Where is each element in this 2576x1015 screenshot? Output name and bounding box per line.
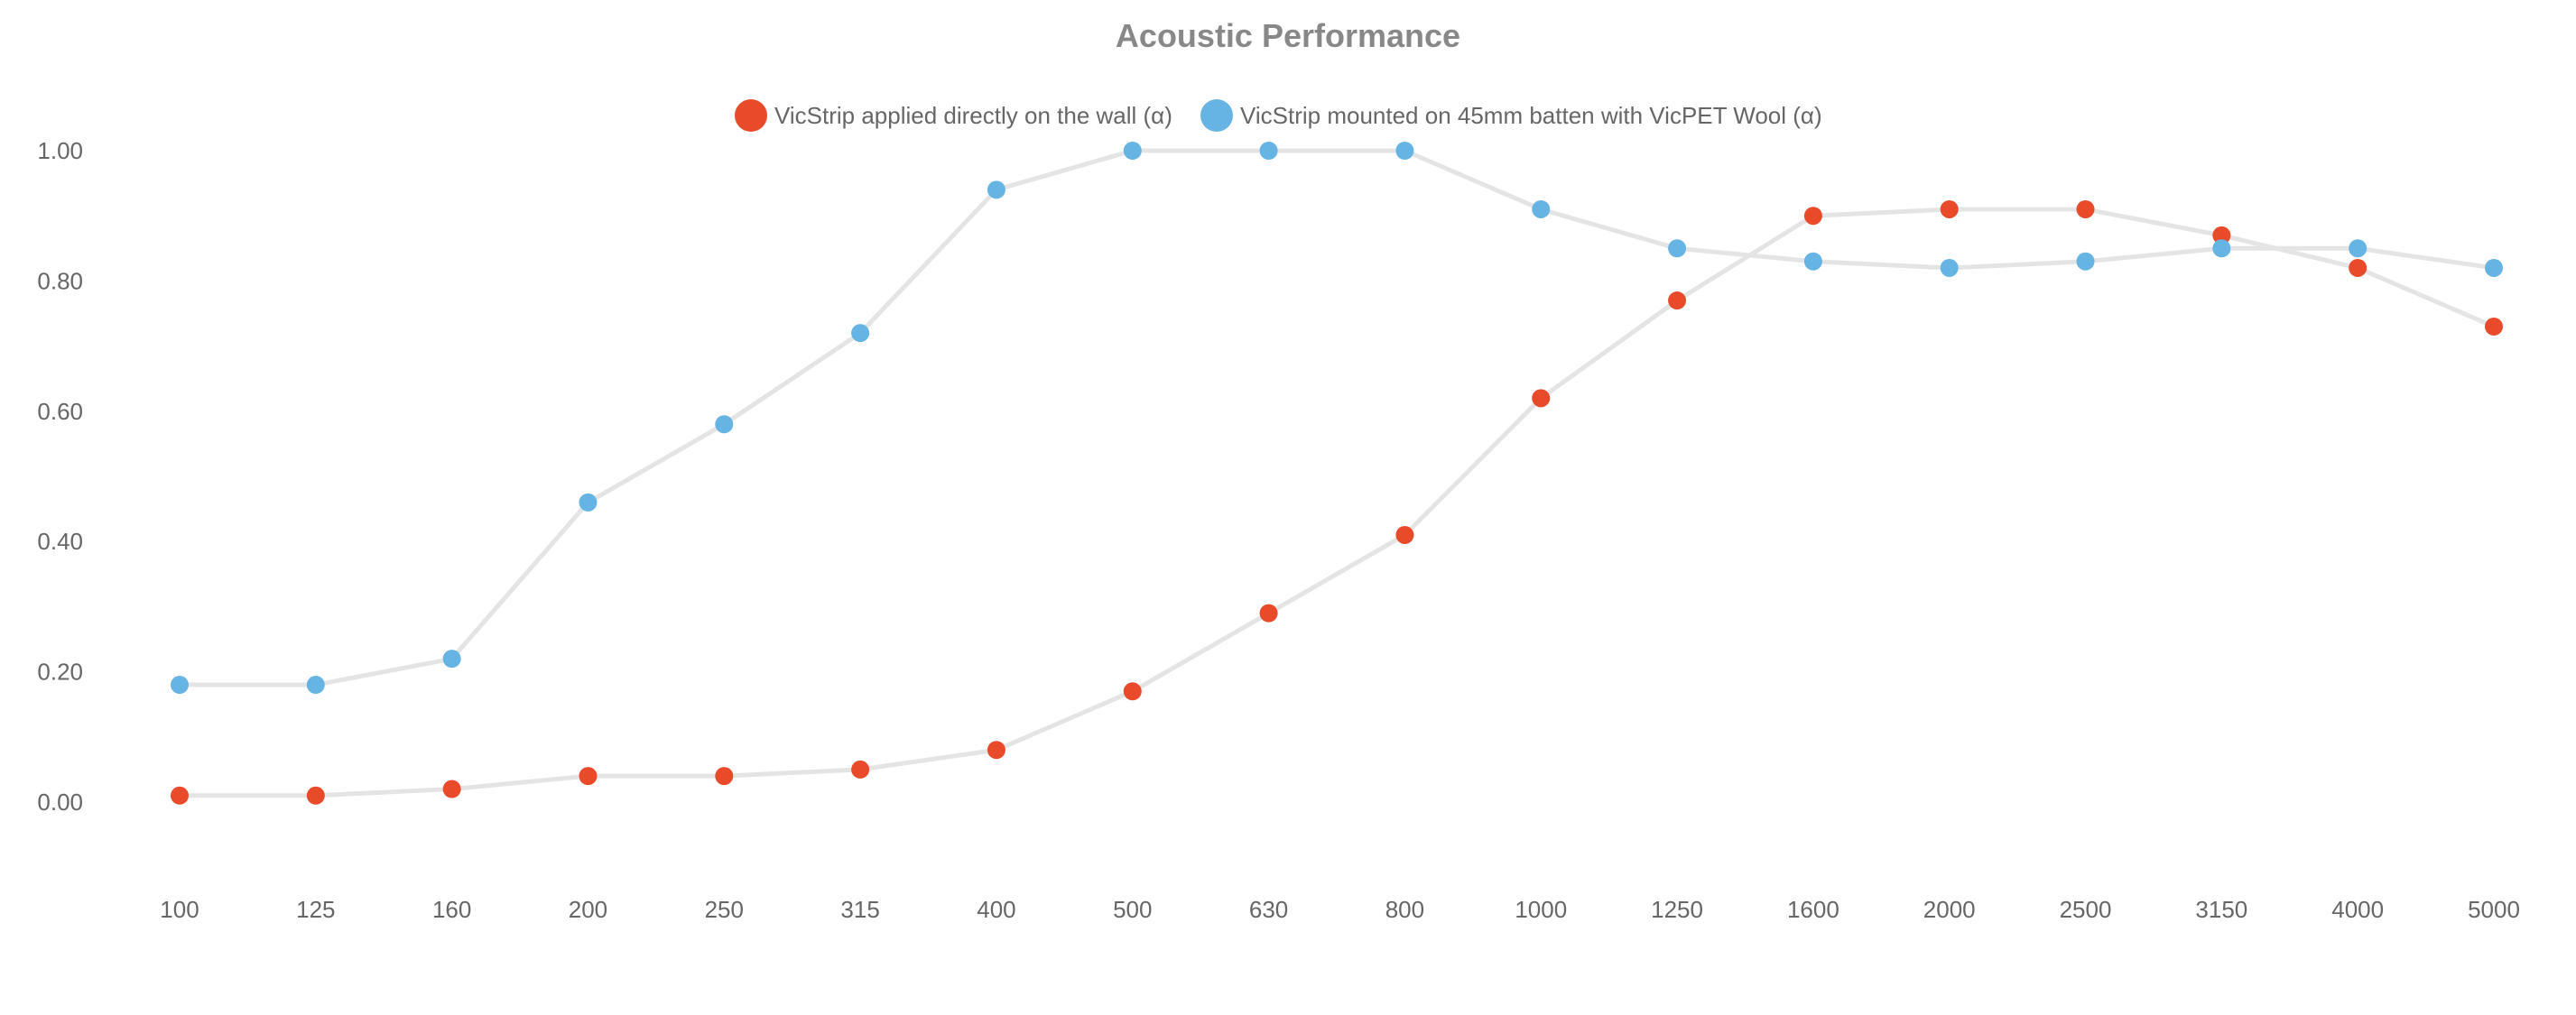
- x-tick-label: 500: [1113, 896, 1152, 923]
- x-tick-label: 5000: [2468, 896, 2520, 923]
- y-tick-label: 0.60: [37, 398, 83, 425]
- x-tick-label: 125: [296, 896, 335, 923]
- data-point-series-2[interactable]: [2485, 258, 2503, 277]
- data-point-series-2[interactable]: [715, 415, 734, 434]
- x-tick-label: 1250: [1651, 896, 1703, 923]
- data-point-series-2[interactable]: [1395, 142, 1414, 160]
- data-point-series-1[interactable]: [851, 760, 870, 779]
- data-point-series-1[interactable]: [715, 767, 734, 786]
- legend-label: VicStrip mounted on 45mm batten with Vic…: [1240, 102, 1822, 129]
- data-point-series-1[interactable]: [1532, 389, 1551, 408]
- series-line-1: [177, 207, 2497, 798]
- x-tick-label: 250: [705, 896, 744, 923]
- data-point-series-2[interactable]: [306, 676, 325, 695]
- x-tick-label: 315: [840, 896, 879, 923]
- data-point-series-2[interactable]: [2076, 252, 2095, 271]
- chart-title: Acoustic Performance: [1116, 17, 1460, 54]
- data-point-series-2[interactable]: [442, 650, 461, 669]
- data-point-series-1[interactable]: [2076, 199, 2095, 218]
- x-tick-label: 2000: [1923, 896, 1976, 923]
- data-point-series-2[interactable]: [1123, 142, 1142, 160]
- y-tick-label: 0.40: [37, 528, 83, 555]
- data-point-series-2[interactable]: [1259, 142, 1278, 160]
- data-point-series-1[interactable]: [442, 780, 461, 798]
- y-tick-label: 1.00: [37, 137, 83, 164]
- data-point-series-1[interactable]: [2349, 258, 2368, 277]
- y-axis: 1.00 0.80 0.60 0.40 0.20 0.00: [37, 137, 83, 816]
- x-tick-label: 1600: [1787, 896, 1839, 923]
- x-tick-label: 630: [1249, 896, 1288, 923]
- x-tick-label: 4000: [2331, 896, 2384, 923]
- legend-marker-icon: [735, 99, 767, 132]
- data-point-series-1[interactable]: [579, 767, 598, 786]
- data-point-series-2[interactable]: [1940, 258, 1959, 277]
- y-tick-label: 0.00: [37, 789, 83, 816]
- y-tick-label: 0.80: [37, 267, 83, 294]
- data-point-series-1[interactable]: [2212, 226, 2231, 245]
- data-point-series-2[interactable]: [1803, 252, 1822, 271]
- data-point-series-2[interactable]: [987, 180, 1005, 199]
- legend-item-1[interactable]: VicStrip applied directly on the wall (α…: [735, 99, 1172, 132]
- x-tick-label: 2500: [2060, 896, 2112, 923]
- legend-marker-icon: [1200, 99, 1233, 132]
- x-tick-label: 100: [160, 896, 199, 923]
- series-lines: [177, 148, 2497, 798]
- data-point-series-1[interactable]: [1803, 207, 1822, 226]
- data-point-series-2[interactable]: [579, 493, 598, 512]
- data-point-series-1[interactable]: [1123, 682, 1142, 701]
- series-points: [171, 142, 2503, 805]
- legend-label: VicStrip applied directly on the wall (α…: [774, 102, 1172, 129]
- x-tick-label: 1000: [1515, 896, 1567, 923]
- data-point-series-1[interactable]: [1940, 199, 1959, 218]
- series-line-2: [177, 148, 2497, 687]
- data-point-series-1[interactable]: [306, 786, 325, 805]
- legend: VicStrip applied directly on the wall (α…: [735, 99, 1822, 132]
- data-point-series-1[interactable]: [1668, 291, 1687, 310]
- y-tick-label: 0.20: [37, 659, 83, 686]
- x-tick-label: 200: [569, 896, 607, 923]
- data-point-series-2[interactable]: [1668, 239, 1687, 258]
- data-point-series-2[interactable]: [1532, 199, 1551, 218]
- data-point-series-1[interactable]: [171, 786, 189, 805]
- data-point-series-2[interactable]: [2212, 239, 2231, 258]
- data-point-series-1[interactable]: [987, 741, 1005, 760]
- x-tick-label: 160: [432, 896, 471, 923]
- data-point-series-1[interactable]: [1395, 525, 1414, 544]
- data-point-series-1[interactable]: [1259, 604, 1278, 623]
- x-tick-label: 3150: [2195, 896, 2247, 923]
- legend-item-2[interactable]: VicStrip mounted on 45mm batten with Vic…: [1200, 99, 1822, 132]
- x-tick-label: 800: [1385, 896, 1424, 923]
- data-point-series-2[interactable]: [851, 324, 870, 343]
- data-point-series-2[interactable]: [2349, 239, 2368, 258]
- x-tick-label: 400: [977, 896, 1015, 923]
- x-axis: 100 125 160 200 250 315 400 500 630 800 1000 1250 16…: [160, 896, 2520, 923]
- data-point-series-1[interactable]: [2485, 317, 2503, 336]
- data-point-series-2[interactable]: [171, 676, 189, 695]
